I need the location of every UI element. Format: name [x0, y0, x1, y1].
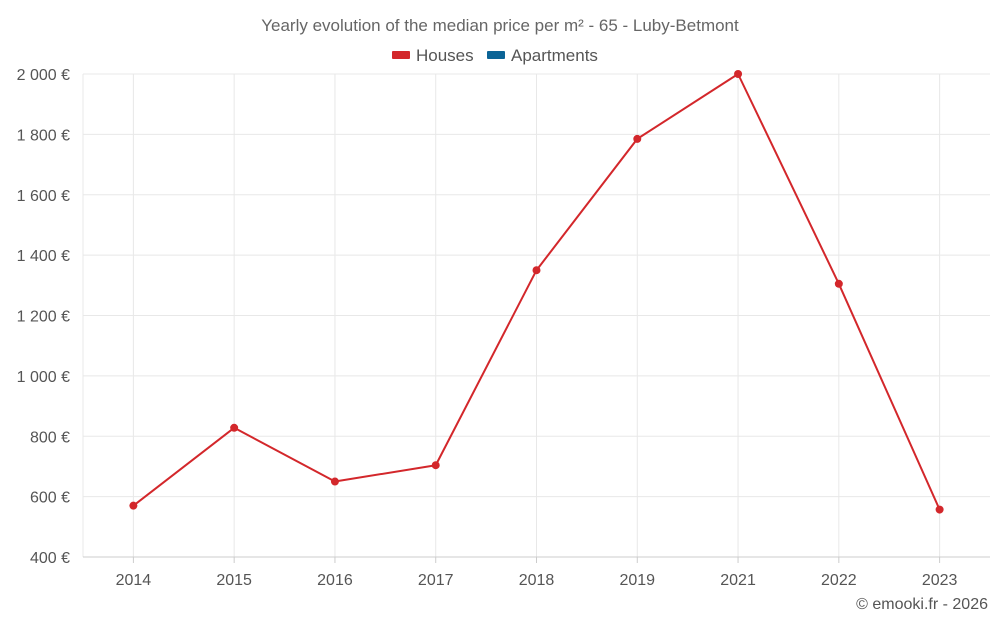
series-houses: [129, 70, 944, 514]
y-tick-label: 1 400 €: [17, 248, 70, 265]
legend-item-houses[interactable]: Houses: [392, 46, 474, 65]
credit-text: © emooki.fr - 2026: [856, 596, 988, 613]
y-tick-label: 600 €: [30, 490, 70, 507]
grid: [82, 73, 990, 558]
x-tick-label: 2017: [418, 572, 454, 589]
y-tick-label: 2 000 €: [17, 67, 70, 84]
y-axis-ticks: 400 € 600 € 800 € 1 000 € 1 200 € 1 400 € 1 60…: [17, 67, 70, 567]
y-tick-label: 1 800 €: [17, 127, 70, 144]
y-tick-label: 1 600 €: [17, 188, 70, 205]
x-tick-label: 2014: [116, 572, 152, 589]
data-point[interactable]: [230, 423, 239, 432]
y-tick-label: 1 000 €: [17, 369, 70, 386]
legend-item-apartments[interactable]: Apartments: [487, 46, 598, 65]
legend-swatch-houses: [392, 51, 410, 59]
data-point[interactable]: [129, 501, 138, 510]
x-tick-label: 2018: [519, 572, 555, 589]
legend-label-apartments: Apartments: [511, 46, 598, 65]
x-tick-label: 2015: [216, 572, 252, 589]
legend-swatch-apartments: [487, 51, 505, 59]
data-point[interactable]: [935, 505, 944, 514]
data-point[interactable]: [633, 134, 642, 143]
x-tick-label: 2022: [821, 572, 857, 589]
y-tick-label: 1 200 €: [17, 309, 70, 326]
y-tick-label: 400 €: [30, 550, 70, 567]
x-tick-label: 2021: [720, 572, 756, 589]
data-point[interactable]: [734, 70, 743, 78]
x-tick-label: 2019: [619, 572, 655, 589]
data-point[interactable]: [532, 266, 541, 275]
x-tick-label: 2023: [922, 572, 958, 589]
data-point[interactable]: [330, 477, 339, 486]
x-axis-ticks: 2014 2015 2016 2017 2018 2019 2021 2022 2023: [116, 557, 958, 589]
y-tick-label: 800 €: [30, 429, 70, 446]
legend: Houses Apartments: [392, 46, 598, 65]
data-point[interactable]: [834, 279, 843, 288]
x-tick-label: 2016: [317, 572, 353, 589]
chart-title: Yearly evolution of the median price per…: [261, 16, 739, 35]
data-point[interactable]: [431, 461, 440, 470]
legend-label-houses: Houses: [416, 46, 474, 65]
